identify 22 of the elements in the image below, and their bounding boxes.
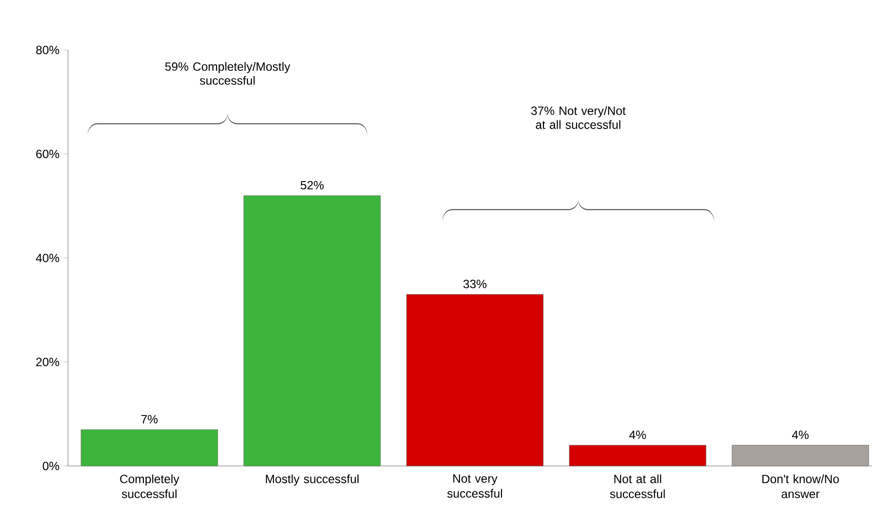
x-tick-label: Not very successful <box>447 474 502 498</box>
y-tick-label: 20% <box>36 358 60 366</box>
annotation: 37% Not very/Not at all successful <box>531 106 626 129</box>
data-label: 52% <box>300 180 324 190</box>
x-tick-label: Mostly successful <box>266 474 358 486</box>
bar <box>569 444 706 466</box>
x-tick-label: Completely successful <box>120 474 180 498</box>
annotation: 59% Completely/Mostly successful <box>165 62 290 85</box>
y-tick-label: 40% <box>36 254 60 262</box>
x-tick-label: Not at all successful <box>610 474 665 498</box>
y-tick-label: 60% <box>36 150 60 158</box>
bar <box>80 429 218 466</box>
bar <box>406 294 544 466</box>
x-tick-label: Don't know/No answer <box>762 474 839 498</box>
data-label: 33% <box>463 280 486 288</box>
bar <box>732 444 869 466</box>
data-label: 7% <box>141 415 158 424</box>
y-tick-label: 0% <box>42 462 60 470</box>
y-tick-label: 80% <box>36 46 60 54</box>
bar <box>244 195 381 466</box>
data-label: 4% <box>629 430 646 439</box>
data-label: 4% <box>792 430 809 439</box>
